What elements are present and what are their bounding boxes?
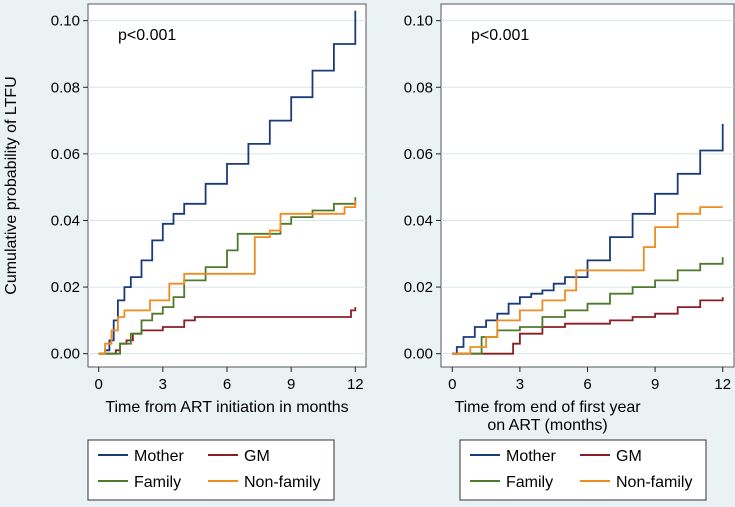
x-tick-label: 3: [516, 376, 524, 393]
chart-panel-1: 0.00 0.02 0.04 0.06 0.08 0.10 0 3 6 9 12 Time from …: [3, 3, 367, 501]
legend-box: [87, 439, 335, 501]
x-tick-label: 12: [347, 376, 364, 393]
y-tick-label: 0.02: [51, 279, 80, 296]
series-line-non-family: [452, 206, 723, 355]
legend-label: GM: [244, 448, 270, 465]
y-tick-label: 0.02: [404, 279, 433, 296]
x-tick-label: 0: [95, 376, 103, 393]
y-tick-label: 0.10: [404, 13, 433, 30]
plot-area: [440, 3, 735, 368]
legend: Mother GM Family Non-family: [87, 439, 335, 501]
x-axis-title: Time from ART initiation in months: [105, 399, 348, 416]
x-axis-title-line: Time from end of first year: [454, 399, 641, 416]
legend: Mother GM Family Non-family: [459, 439, 707, 501]
plot-area: [87, 3, 367, 368]
legend-label: Mother: [134, 448, 184, 465]
series-line-mother: [452, 123, 724, 355]
p-value-annotation: p<0.001: [118, 27, 176, 44]
series-line-gm: [452, 297, 724, 355]
x-tick-label: 9: [287, 376, 295, 393]
p-value-annotation: p<0.001: [471, 27, 529, 44]
legend-label: Mother: [506, 448, 556, 465]
series-line-mother: [98, 10, 357, 355]
y-tick-label: 0.08: [404, 79, 433, 96]
y-axis-title: Cumulative probability of LTFU: [3, 76, 20, 294]
y-tick-label: 0.08: [51, 79, 80, 96]
x-tick-label: 0: [448, 376, 456, 393]
x-axis-title-line: on ART (months): [487, 417, 607, 434]
x-tick-label: 12: [714, 376, 731, 393]
legend-label: Non-family: [244, 474, 320, 491]
y-tick-label: 0.00: [51, 346, 80, 363]
y-tick-label: 0.04: [51, 212, 80, 229]
series-line-non-family: [98, 200, 357, 355]
y-tick-label: 0.06: [404, 146, 433, 163]
legend-label: Family: [506, 474, 553, 491]
y-tick-label: 0.04: [404, 212, 433, 229]
x-tick-label: 6: [223, 376, 231, 393]
x-tick-label: 9: [651, 376, 659, 393]
x-tick-label: 3: [159, 376, 167, 393]
y-tick-label: 0.00: [404, 346, 433, 363]
legend-label: Family: [134, 474, 181, 491]
legend-box: [459, 439, 707, 501]
legend-label: Non-family: [616, 474, 692, 491]
x-tick-label: 6: [583, 376, 591, 393]
y-tick-label: 0.10: [51, 13, 80, 30]
y-tick-label: 0.06: [51, 146, 80, 163]
legend-label: GM: [616, 448, 642, 465]
chart-panel-2: 0.00 0.02 0.04 0.06 0.08 0.10 0 3 6 9 12 Time from …: [404, 3, 735, 501]
